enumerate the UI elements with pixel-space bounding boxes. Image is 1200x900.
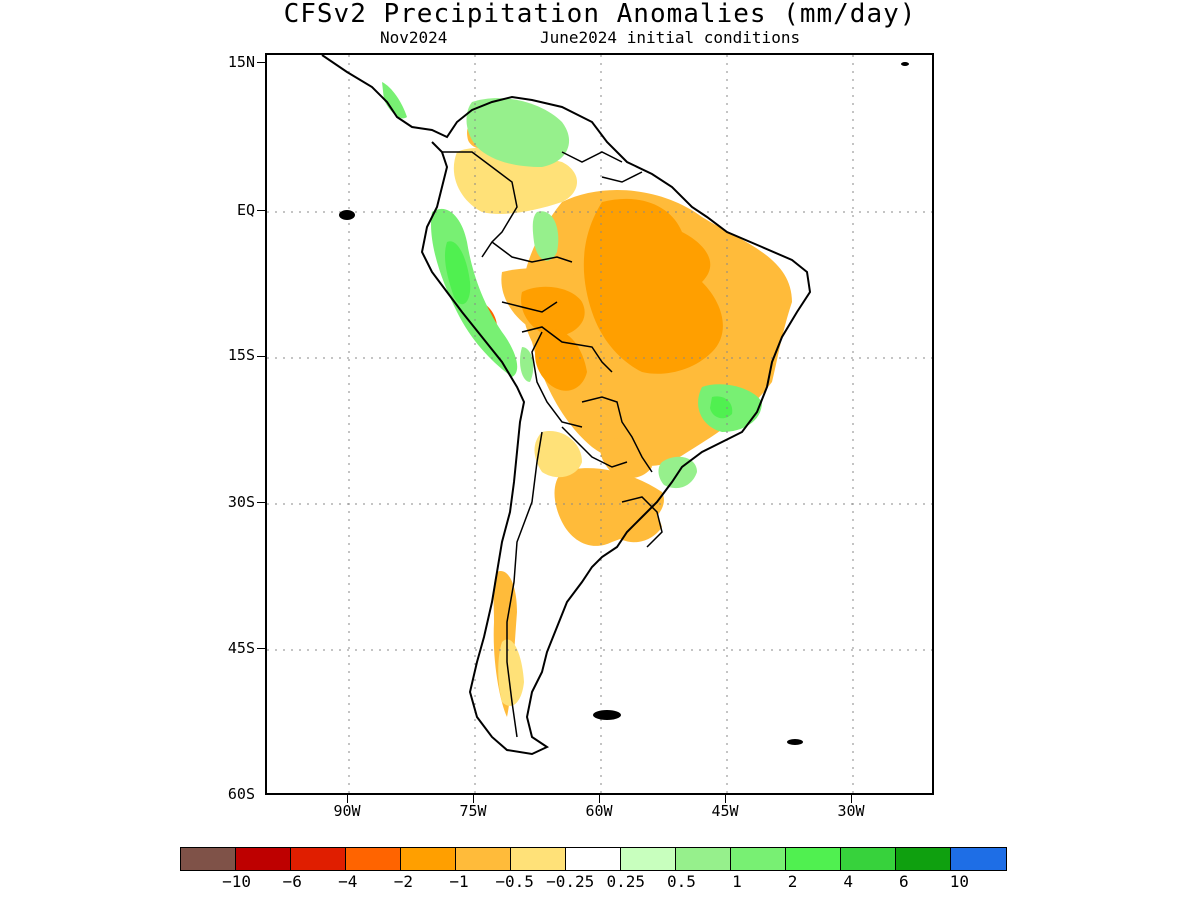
- colorbar-tick-label: 6: [898, 872, 909, 891]
- colorbar-swatch: [896, 848, 951, 870]
- lon-label-75w: 75W: [459, 802, 487, 820]
- wet-anomaly-region: [532, 211, 559, 261]
- colorbar-tick-label: −2: [393, 872, 414, 891]
- lon-tick: [851, 795, 852, 803]
- colorbar-swatch: [731, 848, 786, 870]
- colorbar-tick-label: 10: [949, 872, 970, 891]
- lon-tick: [725, 795, 726, 803]
- colorbar-tick-label: −0.25: [546, 872, 595, 891]
- colorbar-tick-label: 0.25: [606, 872, 646, 891]
- colorbar-swatch: [181, 848, 236, 870]
- map-panel: [265, 53, 934, 795]
- colorbar-swatch: [346, 848, 401, 870]
- wet-anomaly-region: [444, 241, 471, 305]
- colorbar-tick-label: −6: [282, 872, 302, 891]
- colorbar-swatch: [786, 848, 841, 870]
- lon-label-30w: 30W: [837, 802, 865, 820]
- colorbar-swatch: [291, 848, 346, 870]
- colorbar-swatch: [511, 848, 566, 870]
- colorbar-tick-label: −4: [338, 872, 358, 891]
- lon-tick: [599, 795, 600, 803]
- lat-tick: [257, 648, 265, 649]
- colorbar-tick-label: 2: [787, 872, 798, 891]
- dry-anomaly-region: [600, 438, 652, 479]
- south-america-coastline: [321, 55, 812, 756]
- wet-anomaly-region: [710, 396, 733, 419]
- wet-anomaly-region: [466, 98, 570, 167]
- lat-label-15n: 15N: [227, 53, 255, 71]
- colorbar-tick-label: −10: [222, 872, 252, 891]
- colorbar-swatch: [676, 848, 731, 870]
- colorbar-swatch: [401, 848, 456, 870]
- lon-label-60w: 60W: [585, 802, 613, 820]
- precipitation-anomaly-map: [267, 55, 932, 793]
- colorbar-tick-label: −0.5: [495, 872, 534, 891]
- strong-dry-core: [583, 198, 723, 374]
- colorbar-swatch: [621, 848, 676, 870]
- country-borders: [442, 151, 663, 738]
- colorbar-tick-label: 0.5: [666, 872, 696, 891]
- colorbar: [180, 847, 1007, 871]
- lon-tick: [347, 795, 348, 803]
- dry-anomaly-region: [534, 431, 582, 478]
- forecast-month: Nov2024: [380, 28, 448, 47]
- lat-label-45s: 45S: [227, 639, 255, 657]
- strong-dry-core: [521, 286, 585, 337]
- islands: [339, 62, 909, 745]
- lat-tick: [257, 502, 265, 503]
- lon-label-45w: 45W: [711, 802, 739, 820]
- anomaly-shading: [382, 82, 792, 717]
- colorbar-tick-label: 4: [843, 872, 854, 891]
- colorbar-swatch: [236, 848, 291, 870]
- lon-label-90w: 90W: [333, 802, 361, 820]
- lat-label-60s: 60S: [227, 785, 255, 803]
- lat-tick: [257, 210, 265, 211]
- lat-label-15s: 15S: [227, 346, 255, 364]
- initial-conditions: June2024 initial conditions: [540, 28, 801, 47]
- colorbar-swatch: [566, 848, 621, 870]
- colorbar-swatch: [951, 848, 1006, 870]
- chart-title: CFSv2 Precipitation Anomalies (mm/day): [283, 0, 917, 29]
- colorbar-tick-label: 1: [732, 872, 742, 891]
- lon-tick: [473, 795, 474, 803]
- lat-label-eq: EQ: [236, 201, 255, 219]
- wet-anomaly-region: [519, 347, 534, 382]
- wet-anomaly-region: [382, 82, 407, 119]
- dry-anomaly-region: [498, 639, 524, 706]
- lat-label-30s: 30S: [227, 493, 255, 511]
- lat-tick: [257, 356, 265, 357]
- colorbar-tick-label: −1: [449, 872, 469, 891]
- colorbar-swatch: [841, 848, 896, 870]
- colorbar-swatch: [456, 848, 511, 870]
- lat-tick: [257, 62, 265, 63]
